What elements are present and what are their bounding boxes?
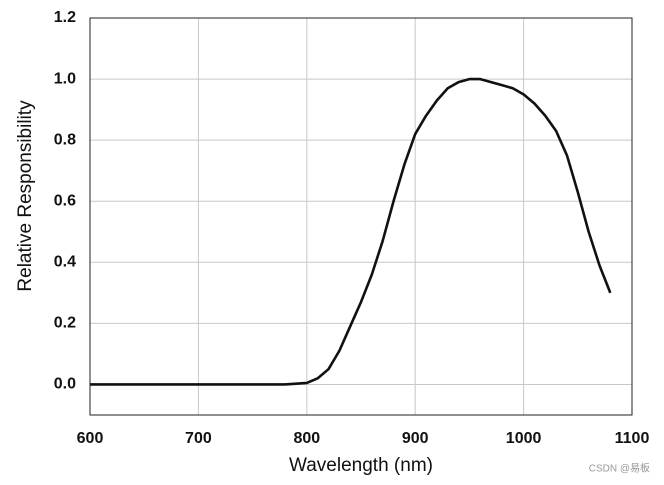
y-tick-label: 0.8: [54, 131, 76, 148]
x-tick-label: 800: [293, 430, 320, 447]
y-tick-label: 1.2: [54, 9, 76, 26]
x-tick-label: 700: [185, 430, 212, 447]
data-line: [90, 77, 612, 386]
y-tick-label: 0.0: [54, 376, 76, 393]
plot-frame: [89, 17, 633, 416]
x-tick-label: 900: [402, 430, 429, 447]
y-axis-label: Relative Responsibility: [15, 100, 36, 292]
watermark: CSDN @易板: [589, 462, 650, 475]
x-tick-label: 1100: [615, 430, 650, 447]
y-tick-label: 1.0: [54, 70, 76, 87]
x-axis-label: Wavelength (nm): [289, 455, 433, 476]
y-tick-label: 0.2: [54, 315, 76, 332]
y-tick-label: 0.6: [54, 192, 76, 209]
y-tick-label: 0.4: [54, 254, 76, 271]
x-tick-label: 1000: [506, 430, 542, 447]
x-tick-label: 600: [77, 430, 104, 447]
